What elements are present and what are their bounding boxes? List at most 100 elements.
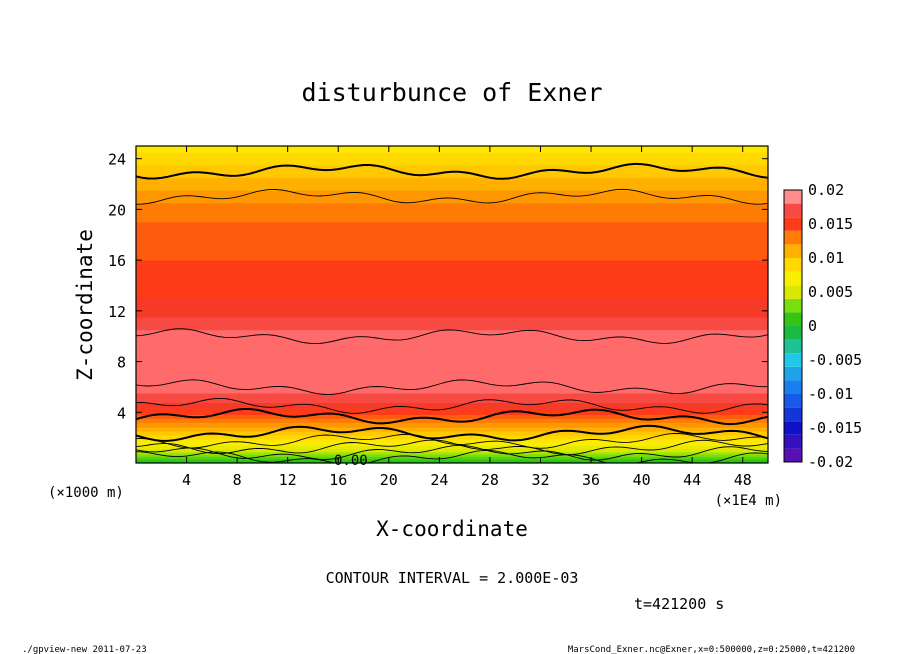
field-band xyxy=(136,283,768,285)
field-band xyxy=(136,312,768,315)
field-band xyxy=(136,178,768,180)
field-band xyxy=(136,261,768,263)
field-band xyxy=(136,211,768,213)
field-band xyxy=(136,354,768,356)
field-band xyxy=(136,330,768,332)
field-band xyxy=(136,163,768,166)
field-band xyxy=(136,259,768,261)
field-band xyxy=(136,169,768,171)
field-band xyxy=(136,289,768,292)
field-band xyxy=(136,385,768,388)
field-band xyxy=(136,428,768,431)
field-band xyxy=(136,337,768,339)
colorbar-segment xyxy=(784,298,802,313)
field-band xyxy=(136,429,768,431)
contour-line xyxy=(136,397,768,414)
x-tick-label: 44 xyxy=(683,471,701,489)
field-band xyxy=(136,324,768,327)
field-band xyxy=(136,247,768,249)
plot-frame xyxy=(135,145,769,464)
field-band xyxy=(136,262,768,265)
x-tick-label: 12 xyxy=(279,471,297,489)
field-band xyxy=(136,366,768,368)
field-band xyxy=(136,332,768,335)
colorbar-segment xyxy=(784,244,802,258)
field-band xyxy=(136,447,768,450)
field-band xyxy=(136,290,768,293)
field-band xyxy=(136,265,768,267)
field-band xyxy=(136,255,768,258)
field-band xyxy=(136,455,768,457)
field-band xyxy=(136,152,768,155)
field-band xyxy=(136,413,768,415)
colorbar-segment xyxy=(784,394,802,408)
field-band xyxy=(136,361,768,363)
field-band xyxy=(136,427,768,429)
field-band xyxy=(136,426,768,428)
field-band xyxy=(136,231,768,233)
colorbar-tick-label: 0.015 xyxy=(808,215,853,233)
field-band xyxy=(136,346,768,349)
field-band xyxy=(136,258,768,260)
field-band xyxy=(136,213,768,216)
x-tick-label: 28 xyxy=(481,471,499,489)
field-band xyxy=(136,201,768,203)
field-band xyxy=(136,350,768,352)
field-band xyxy=(136,421,768,423)
field-band xyxy=(136,278,768,281)
colorbar-frame xyxy=(783,189,803,463)
field-band xyxy=(136,268,768,270)
field-band xyxy=(136,343,768,345)
field-band xyxy=(136,379,768,381)
field-band xyxy=(136,404,768,406)
contour-line xyxy=(136,379,768,395)
chart-title: disturbunce of Exner xyxy=(301,78,602,107)
footer-right: MarsCond_Exner.nc@Exner,x=0:500000,z=0:2… xyxy=(568,645,855,654)
field-band xyxy=(136,333,768,335)
field-band xyxy=(136,152,768,154)
field-band xyxy=(136,440,768,442)
field-band xyxy=(136,248,768,251)
x-tick-label: 24 xyxy=(430,471,448,489)
field-band xyxy=(136,215,768,217)
colorbar-segment xyxy=(784,366,802,381)
y-axis-label: Z-coordinate xyxy=(73,229,97,381)
field-band xyxy=(136,416,768,419)
field-band xyxy=(136,220,768,223)
field-band xyxy=(136,459,768,461)
field-band xyxy=(136,251,768,254)
field-band xyxy=(136,195,768,198)
field-band xyxy=(136,298,768,301)
field-band xyxy=(136,214,768,217)
field-band xyxy=(136,236,768,239)
field-band xyxy=(136,153,768,156)
field-band xyxy=(136,198,768,201)
field-band xyxy=(136,229,768,232)
contour-line xyxy=(136,162,768,180)
field-band xyxy=(136,381,768,384)
field-band xyxy=(136,431,768,434)
field-band xyxy=(136,250,768,252)
field-band xyxy=(136,317,768,320)
field-band xyxy=(136,284,768,286)
field-band xyxy=(136,293,768,295)
field-band xyxy=(136,411,768,414)
colorbar-tick-label: 0.01 xyxy=(808,249,844,267)
field-band xyxy=(136,165,768,167)
field-band xyxy=(136,167,768,169)
field-band xyxy=(136,390,768,392)
field-band xyxy=(136,393,768,396)
field-band xyxy=(136,441,768,443)
field-band xyxy=(136,187,768,190)
field-band xyxy=(136,452,768,454)
field-band xyxy=(136,454,768,457)
field-band xyxy=(136,212,768,214)
field-band xyxy=(136,225,768,228)
contour-interval-text: CONTOUR INTERVAL = 2.000E-03 xyxy=(326,569,579,587)
field-band xyxy=(136,217,768,219)
field-band xyxy=(136,461,768,463)
field-band xyxy=(136,373,768,376)
field-band xyxy=(136,419,768,421)
field-band xyxy=(136,238,768,240)
colorbar-segment xyxy=(784,353,802,367)
